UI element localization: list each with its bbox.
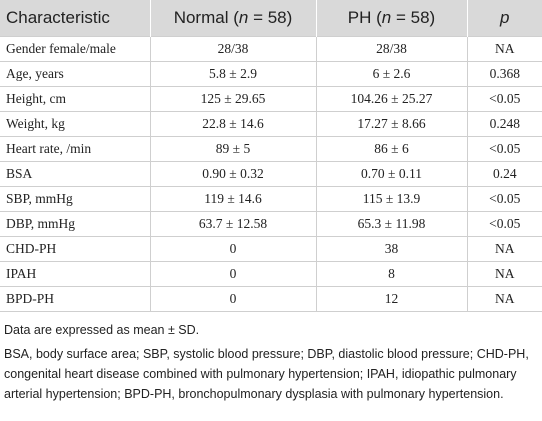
table-cell: CHD-PH xyxy=(0,236,150,262)
table-cell: 63.7 ± 12.58 xyxy=(149,211,316,237)
table-cell: <0.05 xyxy=(466,186,542,212)
table-cell: NA xyxy=(466,286,542,312)
table-cell: 38 xyxy=(315,236,467,262)
table-row: SBP, mmHg 119 ± 14.6 115 ± 13.9 <0.05 xyxy=(0,186,542,212)
table-cell: DBP, mmHg xyxy=(0,211,150,237)
table-cell: 0.248 xyxy=(466,111,542,137)
header-text: Normal ( xyxy=(173,8,239,27)
table-cell: 125 ± 29.65 xyxy=(149,86,316,112)
header-text: Characteristic xyxy=(6,8,110,27)
note: Data are expressed as mean ± SD. xyxy=(4,323,200,337)
table-cell: SBP, mmHg xyxy=(0,186,150,212)
table-cell: 0 xyxy=(149,286,316,312)
table-row: IPAH 0 8 NA xyxy=(0,261,542,287)
table-cell: 0.90 ± 0.32 xyxy=(149,161,316,187)
table-row: Heart rate, /min 89 ± 5 86 ± 6 <0.05 xyxy=(0,136,542,162)
table-cell: <0.05 xyxy=(466,86,542,112)
table-cell: BSA xyxy=(0,161,150,187)
table-cell: 0 xyxy=(149,236,316,262)
table-row: BPD-PH 0 12 NA xyxy=(0,286,542,312)
header-text: = 58) xyxy=(391,8,436,27)
header-text: n xyxy=(381,8,392,27)
header-cell: PH (n = 58) xyxy=(315,0,467,37)
table-cell: NA xyxy=(466,36,542,62)
table-cell: Weight, kg xyxy=(0,111,150,137)
header-text: p xyxy=(500,8,510,27)
table-cell: Age, years xyxy=(0,61,150,87)
table-cell: 6 ± 2.6 xyxy=(315,61,467,87)
table-cell: 0 xyxy=(149,261,316,287)
table-cell: 17.27 ± 8.66 xyxy=(315,111,467,137)
table-row: CHD-PH 0 38 NA xyxy=(0,236,542,262)
header-text: = 58) xyxy=(248,8,293,27)
header-row: Characteristic Normal (n = 58) PH (n = 58)… xyxy=(0,0,542,37)
table-cell: BPD-PH xyxy=(0,286,150,312)
table-cell: <0.05 xyxy=(466,211,542,237)
note: BSA, body surface area; SBP, systolic bl… xyxy=(4,347,529,401)
table-cell: 86 ± 6 xyxy=(315,136,467,162)
header-cell: Normal (n = 58) xyxy=(149,0,316,37)
table-body: Gender female/male 28/38 28/38 NA Age, years… xyxy=(0,36,542,312)
table-cell: <0.05 xyxy=(466,136,542,162)
header-text: n xyxy=(238,8,249,27)
table-cell: NA xyxy=(466,261,542,287)
table-row: Height, cm 125 ± 29.65 104.26 ± 25.27 <0.05 xyxy=(0,86,542,112)
table-cell: 89 ± 5 xyxy=(149,136,316,162)
table-cell: Height, cm xyxy=(0,86,150,112)
table-row: DBP, mmHg 63.7 ± 12.58 65.3 ± 11.98 <0.05 xyxy=(0,211,542,237)
table-cell: 0.368 xyxy=(466,61,542,87)
table-row: BSA 0.90 ± 0.32 0.70 ± 0.11 0.24 xyxy=(0,161,542,187)
table-row: Age, years 5.8 ± 2.9 6 ± 2.6 0.368 xyxy=(0,61,542,87)
table-cell: 5.8 ± 2.9 xyxy=(149,61,316,87)
table-cell: 8 xyxy=(315,261,467,287)
table: Characteristic Normal (n = 58) PH (n = 58)… xyxy=(0,0,542,312)
table-cell: 115 ± 13.9 xyxy=(315,186,467,212)
table-row: Gender female/male 28/38 28/38 NA xyxy=(0,36,542,62)
table-cell: NA xyxy=(466,236,542,262)
table-cell: 65.3 ± 11.98 xyxy=(315,211,467,237)
table-row: Weight, kg 22.8 ± 14.6 17.27 ± 8.66 0.248 xyxy=(0,111,542,137)
table-cell: 12 xyxy=(315,286,467,312)
notes: Data are expressed as mean ± SD. BSA, bod… xyxy=(0,312,542,404)
table-cell: 22.8 ± 14.6 xyxy=(149,111,316,137)
header-cell: Characteristic xyxy=(0,0,150,37)
table-cell: 104.26 ± 25.27 xyxy=(315,86,467,112)
header-text: PH ( xyxy=(347,8,382,27)
table-cell: 28/38 xyxy=(149,36,316,62)
table-cell: Gender female/male xyxy=(0,36,150,62)
table-cell: IPAH xyxy=(0,261,150,287)
table-cell: Heart rate, /min xyxy=(0,136,150,162)
table-cell: 0.70 ± 0.11 xyxy=(315,161,467,187)
table-cell: 0.24 xyxy=(466,161,542,187)
table-cell: 119 ± 14.6 xyxy=(149,186,316,212)
header-cell: p xyxy=(466,0,542,37)
table-cell: 28/38 xyxy=(315,36,467,62)
